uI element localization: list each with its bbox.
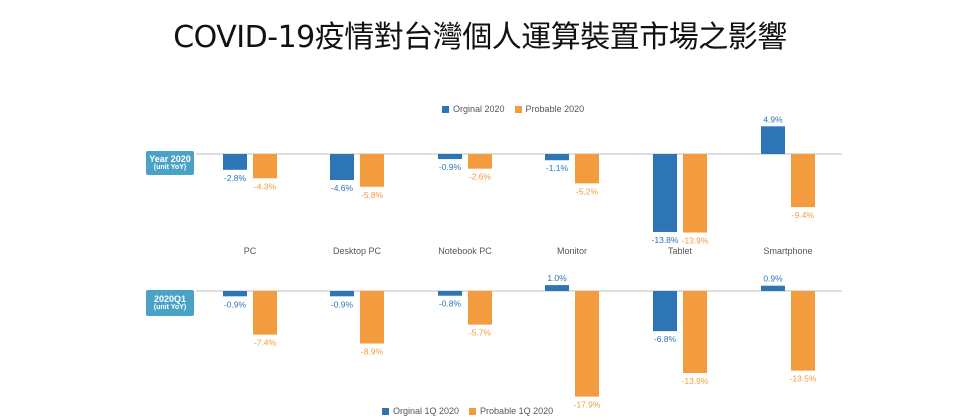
data-label: -17.9% xyxy=(574,400,601,410)
bar-original xyxy=(653,154,677,232)
legend-swatch-probable xyxy=(514,105,522,113)
bar-original xyxy=(438,154,462,160)
bar-original xyxy=(545,285,569,291)
bar-original xyxy=(438,291,462,296)
bar-original xyxy=(761,126,785,154)
legend-swatch-probable xyxy=(469,407,477,415)
chart-title: COVID-19疫情對台灣個人運算裝置市場之影響 xyxy=(173,20,787,55)
legend-item-original: Orginal 2020 xyxy=(442,104,505,114)
data-label: -2.6% xyxy=(469,172,492,182)
legend-label-original-q1: Orginal 1Q 2020 xyxy=(393,406,460,416)
data-label: -0.9% xyxy=(224,299,247,309)
data-label: -7.4% xyxy=(254,338,277,348)
data-label: -0.8% xyxy=(439,299,462,309)
bar-probable xyxy=(360,291,384,344)
bar-probable xyxy=(468,154,492,169)
legend-top: Orginal 2020 Probable 2020 xyxy=(442,104,584,114)
data-label: -13.5% xyxy=(790,374,817,384)
panel-label-2020q1: 2020Q1 (unit YoY) xyxy=(146,290,194,316)
bar-original xyxy=(653,291,677,332)
bar-original xyxy=(223,291,247,297)
legend-swatch-original xyxy=(442,105,449,113)
panel-label-year-2020: Year 2020 (unit YoY) xyxy=(146,151,194,175)
data-label: -13.9% xyxy=(682,236,709,246)
data-label: -0.9% xyxy=(439,162,462,172)
data-label: 0.9% xyxy=(763,274,783,284)
bar-probable xyxy=(575,291,599,397)
data-label: -5.2% xyxy=(576,186,599,196)
data-label: -0.9% xyxy=(331,299,354,309)
category-label: Desktop PC xyxy=(333,246,382,256)
bar-probable xyxy=(683,291,707,374)
panel-label-unit: (unit YoY) xyxy=(153,164,187,172)
data-label: -6.8% xyxy=(654,334,677,344)
legend-label-probable-q1: Probable 1Q 2020 xyxy=(480,406,554,416)
panel-label-unit: (unit YoY) xyxy=(153,304,187,312)
bar-probable xyxy=(253,154,277,179)
bar-probable xyxy=(791,154,815,208)
legend-label-original: Orginal 2020 xyxy=(453,104,505,114)
data-label: -13.8% xyxy=(652,235,679,245)
category-label: Tablet xyxy=(668,246,693,256)
legend-bottom: Orginal 1Q 2020 Probable 1Q 2020 xyxy=(382,406,553,416)
category-label: Monitor xyxy=(557,246,587,256)
category-label: PC xyxy=(244,246,257,256)
bar-original xyxy=(330,154,354,180)
legend-item-probable: Probable 2020 xyxy=(514,104,585,114)
legend-label-probable: Probable 2020 xyxy=(525,104,585,114)
data-label: -5.7% xyxy=(469,328,492,338)
bar-original xyxy=(545,154,569,161)
data-label: -4.6% xyxy=(331,183,354,193)
bar-probable xyxy=(253,291,277,335)
data-label: 4.9% xyxy=(763,114,783,124)
data-label: -2.8% xyxy=(224,173,247,183)
bar-original xyxy=(761,285,785,291)
bar-probable xyxy=(468,291,492,325)
bar-probable xyxy=(360,154,384,187)
bar-original xyxy=(330,291,354,297)
bar-probable xyxy=(791,291,815,371)
data-label: -8.9% xyxy=(361,347,384,357)
category-label: Smartphone xyxy=(763,246,812,256)
data-label: 1.0% xyxy=(547,273,567,283)
category-label: Notebook PC xyxy=(438,246,492,256)
data-label: -5.8% xyxy=(361,190,384,200)
data-label: -9.4% xyxy=(792,210,815,220)
data-label: -13.9% xyxy=(682,376,709,386)
legend-item-probable-q1: Probable 1Q 2020 xyxy=(469,406,553,416)
legend-item-original-q1: Orginal 1Q 2020 xyxy=(382,406,459,416)
legend-swatch-original xyxy=(382,407,389,415)
data-label: -4.3% xyxy=(254,181,277,191)
bar-probable xyxy=(683,154,707,233)
bar-probable xyxy=(575,154,599,184)
panel-label-title: Year 2020 xyxy=(149,153,191,164)
data-label: -1.1% xyxy=(546,163,569,173)
bar-original xyxy=(223,154,247,170)
panel-label-title: 2020Q1 xyxy=(153,293,187,304)
